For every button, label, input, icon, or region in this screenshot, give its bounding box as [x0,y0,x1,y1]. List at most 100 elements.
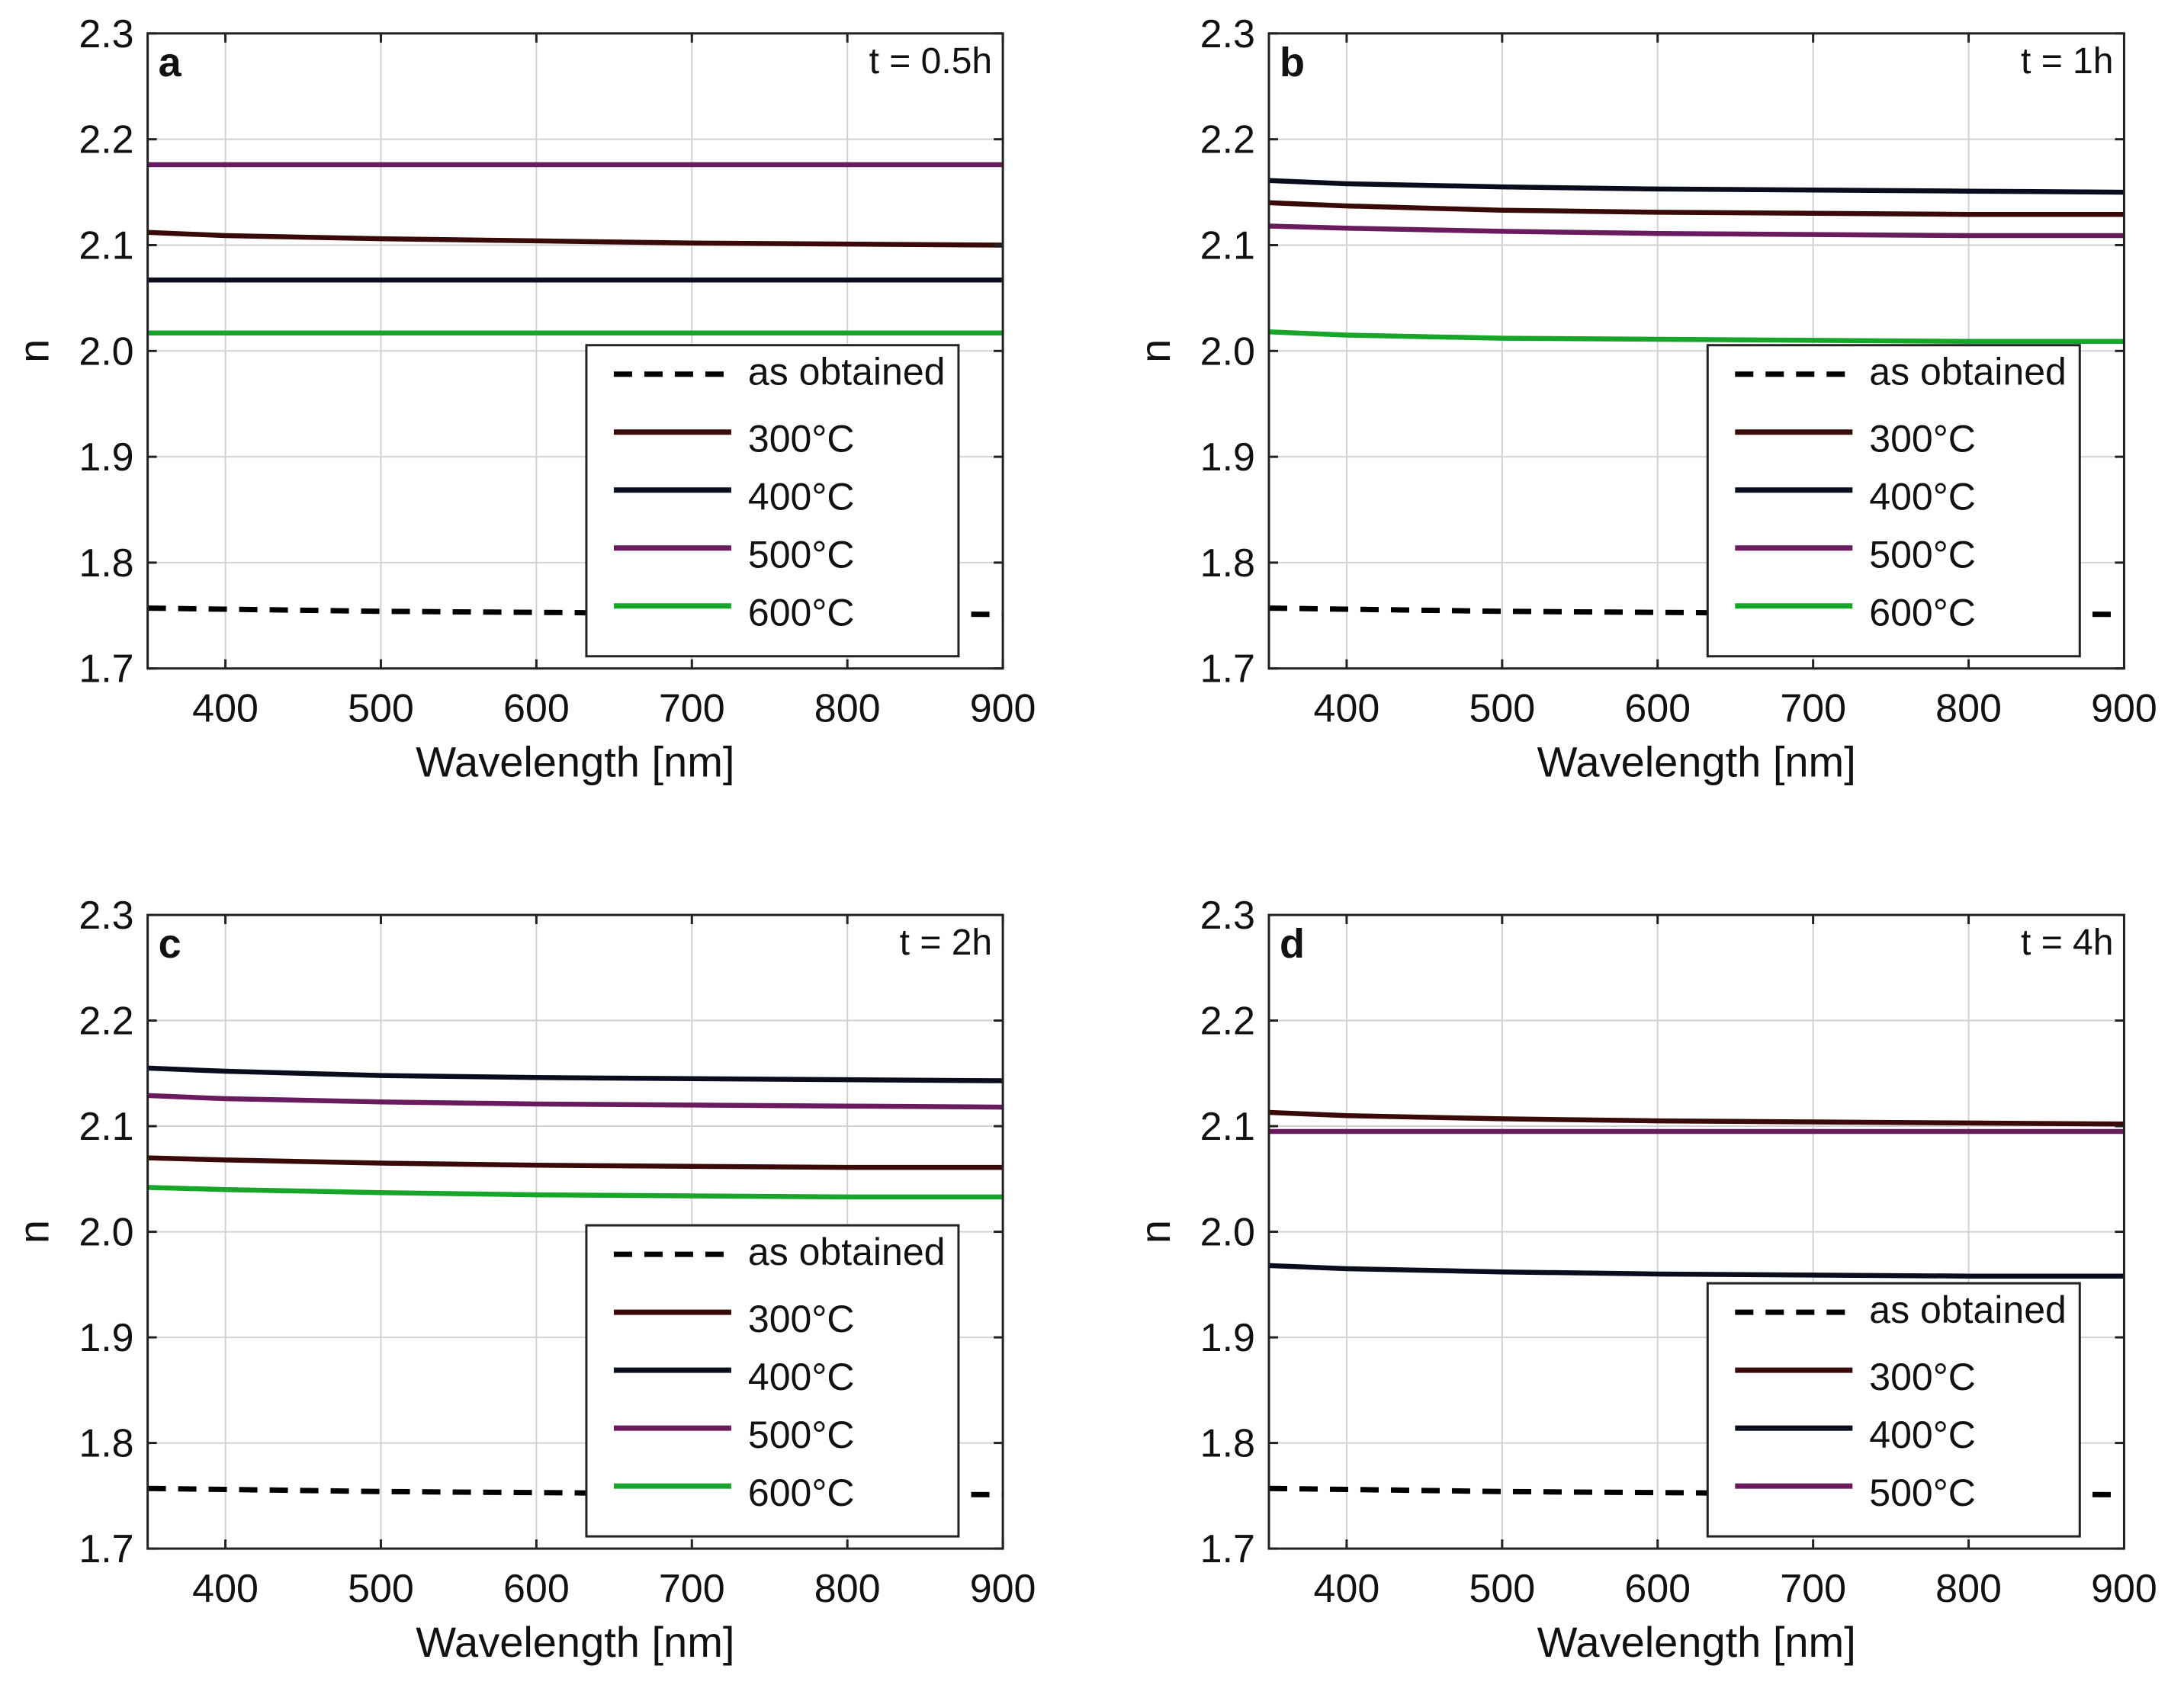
legend-entry-value: 500 [748,534,811,576]
x-tick-label: 700 [659,687,725,731]
legend-entry-value: 600 [748,592,811,634]
x-tick-label: 400 [1314,1567,1380,1611]
legend-entry: 400°C [748,1356,855,1398]
legend-entry-value: as obtained [748,1231,946,1273]
legend-entry-unit: °C [1933,476,1976,518]
legend-entry-value: 400 [1869,476,1932,518]
legend-entry-unit: °C [811,1356,854,1398]
x-axis-label: Wavelength [nm] [1537,1618,1856,1666]
series-group [147,1065,1004,1497]
series-line-as-obtained [147,605,1004,618]
legend-entry-value: 600 [1869,592,1932,634]
legend-entry-unit: °C [811,1414,854,1456]
legend-entry: 400°C [1869,1414,1976,1456]
x-tick-label: 900 [970,687,1036,731]
legend-entry: 600°C [748,592,855,634]
series-line-as-obtained [147,1485,1004,1497]
series-line-400 [147,1065,1004,1083]
y-tick-label: 2.1 [79,223,133,268]
legend-entry: 500°C [748,534,855,576]
y-tick-label: 2.0 [79,1211,133,1255]
legend-entry: 300°C [1869,1356,1976,1398]
y-tick-label: 2.2 [1200,118,1255,162]
y-axis-label: n [1131,1220,1179,1244]
series-line-600 [1268,329,2125,345]
legend-entry-unit: °C [1933,534,1976,576]
legend-entry: as obtained [1869,1289,2067,1331]
y-tick-label: 2.1 [1200,223,1255,268]
x-axis-label: Wavelength [nm] [416,738,734,786]
x-tick-label: 600 [503,1567,570,1611]
series-line-as-obtained [1268,1485,2125,1497]
x-tick-label: 700 [1780,687,1846,731]
legend-entry-unit: °C [1933,592,1976,634]
legend-entry: 300°C [1869,418,1976,461]
legend-entry: 500°C [748,1414,855,1456]
legend-entry-unit: °C [1933,1356,1976,1398]
legend-entry: 300°C [748,1298,855,1340]
y-tick-label: 1.8 [1200,1422,1255,1466]
panel-annotation: t = 1h [2021,41,2113,82]
y-tick-label: 1.9 [1200,1316,1255,1360]
series-line-500 [147,1093,1004,1110]
series-line-300 [1268,1109,2125,1127]
series-group [147,162,1004,618]
x-tick-label: 800 [1935,1567,2002,1611]
series-group [1268,178,2125,618]
x-axis-label: Wavelength [nm] [416,1618,734,1666]
y-axis-label: n [10,339,58,363]
x-tick-label: 400 [192,687,259,731]
x-tick-label: 900 [970,1567,1036,1611]
legend-entry-unit: °C [1933,1472,1976,1514]
series-group [1268,1109,2125,1497]
x-tick-label: 500 [348,687,414,731]
x-tick-label: 400 [1314,687,1380,731]
y-tick-label: 2.3 [79,894,133,938]
y-tick-label: 1.7 [79,647,133,692]
panel-label: c [159,921,181,967]
legend-entry-unit: °C [811,1472,854,1514]
legend-entry-value: 300 [1869,418,1932,461]
legend-entry-value: as obtained [1869,351,2067,393]
x-tick-label: 600 [1624,1567,1691,1611]
legend-entry-value: 300 [748,418,811,461]
legend: as obtained 300°C 400°C 500°C 600°C [585,1224,960,1538]
legend-entry-unit: °C [811,534,854,576]
y-tick-label: 2.1 [79,1105,133,1149]
legend-entry: 400°C [748,476,855,518]
legend-entry-value: 500 [1869,1472,1932,1514]
y-axis-label: n [1131,339,1179,363]
x-tick-label: 700 [659,1567,725,1611]
panel-label: a [159,40,182,85]
x-tick-label: 800 [1935,687,2002,731]
series-line-300 [147,229,1004,248]
legend-entry-unit: °C [811,476,854,518]
y-tick-label: 2.2 [79,1000,133,1044]
legend-entry-value: as obtained [1869,1289,2067,1331]
y-tick-label: 1.8 [1200,541,1255,586]
legend-entry: 500°C [1869,1472,1976,1514]
legend-entry-unit: °C [811,418,854,461]
legend-entry-value: 400 [1869,1414,1932,1456]
x-tick-label: 900 [2091,687,2157,731]
y-tick-label: 1.9 [1200,435,1255,480]
y-tick-label: 2.3 [79,12,133,56]
legend-entry-unit: °C [811,1298,854,1340]
panel-d: 400 500 600 700 800 900 1.7 1.8 1.9 2.0 2.1 2.2 2.3 W… [1131,894,2157,1666]
y-tick-label: 2.2 [1200,1000,1255,1044]
legend-entry: 300°C [748,418,855,461]
legend-entry: 600°C [748,1472,855,1514]
panel-annotation: t = 0.5h [869,41,992,82]
y-tick-label: 1.8 [79,541,133,586]
x-tick-label: 500 [348,1567,414,1611]
panel-annotation: t = 2h [900,923,992,963]
x-tick-label: 800 [814,1567,881,1611]
x-tick-label: 500 [1469,1567,1535,1611]
legend-entry-unit: °C [1933,1414,1976,1456]
x-tick-label: 600 [1624,687,1691,731]
x-tick-label: 800 [814,687,881,731]
